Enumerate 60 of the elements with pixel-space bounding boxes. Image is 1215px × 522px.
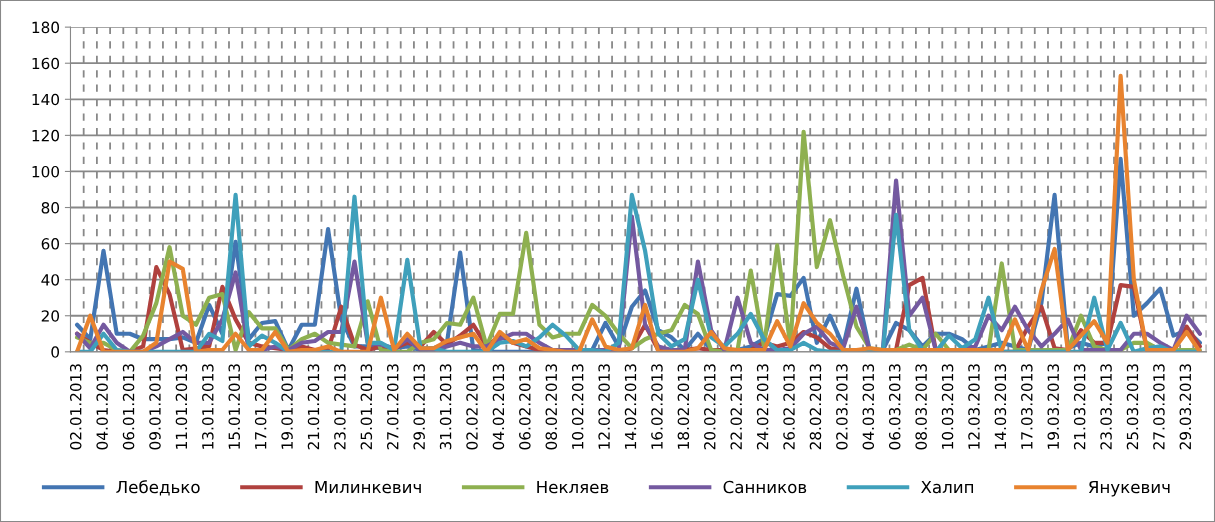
y-tick-label: 60 [41,238,60,250]
y-tick-label: 120 [32,129,60,142]
x-tick-label: 04.02.2013 [492,364,505,450]
y-tick-label: 160 [32,57,60,70]
y-tick-label: 40 [41,274,60,286]
x-tick-label: 27.03.2013 [1153,364,1165,450]
x-tick-label: 24.02.2013 [756,364,769,450]
x-tick-label: 28.02.2013 [809,364,822,450]
x-tick-label: 08.03.2013 [915,364,927,450]
x-tick-label: 19.03.2013 [1047,364,1060,449]
x-tick-label: 12.02.2013 [598,364,610,449]
x-tick-label: 09.01.2013 [149,364,161,450]
x-tick-label: 04.03.2013 [862,364,875,450]
x-tick-label: 29.01.2013 [413,364,425,450]
x-tick-label: 12.03.2013 [968,364,980,449]
legend-label: Янукевич [1088,480,1170,497]
x-tick-label: 25.03.2013 [1126,364,1139,450]
x-tick-label: 23.01.2013 [334,364,346,450]
y-tick-label: 100 [32,165,60,178]
x-tick-label: 06.03.2013 [888,364,901,450]
y-tick-label: 20 [41,310,60,322]
y-tick-label: 80 [41,201,60,214]
x-tick-label: 18.02.2013 [677,364,690,449]
legend-label: Лебедько [116,480,200,496]
x-tick-label: 15.01.2013 [228,364,241,449]
x-tick-label: 23.03.2013 [1100,364,1112,450]
x-tick-label: 26.02.2013 [783,364,795,450]
x-tick-label: 13.01.2013 [202,364,214,449]
x-tick-label: 14.02.2013 [624,364,637,449]
x-tick-label: 31.01.2013 [439,364,452,450]
y-tick-label: 180 [32,21,60,34]
x-tick-label: 21.01.2013 [307,364,320,450]
x-tick-label: 20.02.2013 [704,364,716,450]
legend-label: Санников [723,480,807,494]
legend-label: Некляев [537,480,609,494]
x-tick-label: 06.01.2013 [122,364,135,450]
x-tick-label: 10.03.2013 [941,364,954,449]
x-tick-label: 17.01.2013 [254,364,267,449]
x-tick-label: 21.03.2013 [1073,364,1086,450]
legend-label: Халип [921,480,974,494]
x-tick-label: 27.01.2013 [386,364,399,450]
x-tick-label: 25.01.2013 [360,364,373,450]
x-tick-label: 22.02.2013 [730,364,742,450]
x-tick-label: 02.03.2013 [836,364,848,450]
line-series [74,73,1202,352]
x-tick-label: 11.01.2013 [175,364,188,449]
x-tick-label: 08.02.2013 [545,364,558,450]
x-tick-label: 16.02.2013 [651,364,663,449]
legend-label: Милинкевич [315,480,421,494]
x-tick-label: 10.02.2013 [571,364,584,449]
x-tick-label: 04.01.2013 [96,364,108,450]
x-tick-label: 19.01.2013 [281,364,293,449]
x-tick-label: 06.02.2013 [519,364,531,450]
x-tick-label: 14.03.2013 [994,364,1007,449]
y-tick-label: 140 [32,93,60,106]
x-tick-label: 02.01.2013 [69,364,82,450]
y-tick-label: 0 [51,346,60,358]
x-tick-label: 02.02.2013 [466,364,478,450]
x-tick-label: 17.03.2013 [1021,364,1033,449]
x-tick-label: 29.03.2013 [1179,364,1192,450]
